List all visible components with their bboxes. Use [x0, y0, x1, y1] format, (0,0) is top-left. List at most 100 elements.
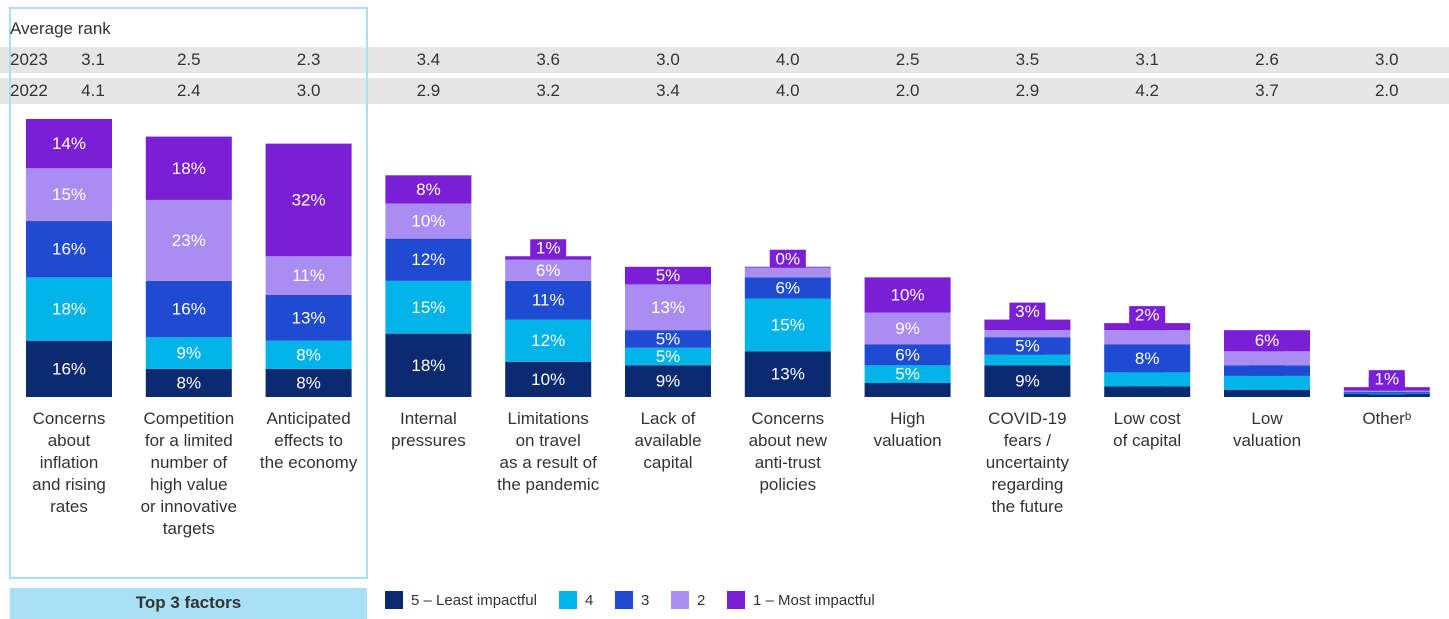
value-label: 5% — [1015, 336, 1040, 355]
value-label: 14% — [52, 134, 86, 153]
bar-segment — [1104, 344, 1191, 373]
rank-value: 2.6 — [1255, 50, 1279, 69]
bar-segment — [1104, 386, 1191, 397]
rank-value: 2.0 — [1374, 81, 1399, 100]
rank-value: 3.1 — [1135, 50, 1159, 69]
bar-segment — [984, 354, 1071, 366]
rank-value: 2.9 — [1015, 81, 1040, 100]
rank-value: 4.0 — [775, 81, 800, 100]
value-label: 9% — [895, 319, 920, 338]
bar-segment — [984, 337, 1071, 355]
bar-segment — [385, 238, 472, 281]
legend-swatch — [559, 591, 577, 609]
bar-segment — [744, 351, 831, 397]
value-label: 5% — [656, 347, 681, 366]
bar-segment — [505, 259, 592, 281]
bar-segment — [26, 119, 112, 169]
bar-segment — [1343, 393, 1430, 397]
category-label: Low cost of capital — [1113, 409, 1182, 450]
value-label: 0% — [776, 249, 801, 268]
rank-value: 3.1 — [81, 50, 105, 69]
value-label: 13% — [292, 308, 326, 327]
category-label: Internal pressures — [391, 409, 466, 450]
bar-segment — [265, 256, 352, 295]
bar-segment — [145, 136, 232, 200]
value-label: 8% — [296, 345, 321, 364]
bar-segment — [145, 337, 232, 369]
legend-swatch — [671, 591, 689, 609]
bar-segment — [625, 347, 711, 366]
value-label: 3% — [1015, 302, 1040, 321]
rank-value: 2.0 — [895, 81, 920, 100]
rank-value: 2.5 — [895, 50, 920, 69]
category-label: COVID-19 fears / uncertainty regarding t… — [985, 409, 1069, 516]
value-label: 6% — [776, 278, 801, 297]
bar-segment — [1224, 389, 1310, 397]
rank-value: 4.2 — [1135, 81, 1159, 100]
bar-segment — [1343, 387, 1430, 391]
bar-segment — [265, 368, 352, 397]
label-bg — [1129, 306, 1166, 325]
bar-segment — [625, 284, 711, 331]
value-label: 9% — [656, 372, 681, 391]
category-label: Otherᵇ — [1362, 409, 1412, 428]
row-bg — [0, 47, 1449, 73]
value-label: 8% — [296, 373, 321, 392]
value-label: 18% — [52, 300, 86, 319]
bar-segment — [1104, 372, 1191, 387]
rank-value: 2.4 — [176, 81, 201, 100]
legend-swatch — [385, 591, 403, 609]
category-label: High valuation — [873, 409, 942, 450]
value-label: 11% — [292, 266, 325, 285]
bar-segment — [625, 266, 711, 285]
rank-value: 2.3 — [296, 50, 321, 69]
value-label: 8% — [416, 180, 441, 199]
rank-value: 3.0 — [1374, 50, 1399, 69]
value-label: 10% — [531, 370, 565, 389]
bar-segment — [145, 199, 232, 281]
bar-segment — [145, 280, 232, 338]
value-label: 11% — [532, 291, 565, 310]
bar-segment — [1104, 330, 1191, 345]
bar-segment — [864, 277, 951, 313]
bar-segment — [984, 319, 1071, 331]
bar-segment — [744, 298, 831, 352]
rank-value: 4.1 — [81, 81, 105, 100]
bar-segment — [26, 221, 112, 278]
value-label: 32% — [292, 190, 326, 209]
value-label: 16% — [52, 240, 86, 259]
legend-swatch — [615, 591, 633, 609]
bar-segment — [1343, 390, 1430, 393]
bar-segment — [385, 203, 472, 239]
bar-segment — [744, 266, 831, 278]
label-bg — [530, 239, 567, 258]
category-label: Competition for a limited number of high… — [140, 409, 237, 538]
value-label: 15% — [52, 185, 86, 204]
bar-segment — [625, 330, 711, 348]
value-label: 18% — [411, 356, 445, 375]
value-label: 9% — [1015, 372, 1040, 391]
highlight-label: Top 3 factors — [135, 593, 242, 612]
value-label: 1% — [536, 239, 561, 258]
rank-value: 3.7 — [1255, 81, 1279, 100]
bar-segment — [145, 368, 232, 397]
bar-segment — [1343, 392, 1430, 394]
row-label: 2023 — [10, 50, 48, 69]
rank-value: 3.2 — [536, 81, 560, 100]
bar-segment — [385, 280, 472, 334]
value-label: 15% — [411, 298, 445, 317]
value-label: 5% — [656, 329, 681, 348]
bar-segment — [1224, 330, 1310, 352]
bar-segment — [625, 365, 711, 397]
value-label: 16% — [172, 300, 206, 319]
rank-value: 3.4 — [656, 81, 680, 100]
bar-segment — [265, 294, 352, 341]
value-label: 23% — [172, 231, 206, 250]
value-label: 16% — [52, 359, 86, 378]
value-label: 13% — [771, 365, 805, 384]
bar-segment — [864, 312, 951, 345]
bar-segment — [864, 365, 951, 383]
bar-segment — [984, 330, 1071, 338]
